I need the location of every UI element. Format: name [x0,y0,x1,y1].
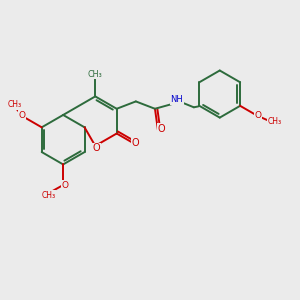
Text: O: O [131,138,139,148]
Text: O: O [61,181,68,190]
Text: O: O [19,111,26,120]
Text: O: O [93,143,100,153]
Text: CH₃: CH₃ [41,191,56,200]
Text: O: O [255,111,262,120]
Text: CH₃: CH₃ [267,117,281,126]
Text: CH₃: CH₃ [88,70,103,79]
Text: CH₃: CH₃ [8,100,22,109]
Text: O: O [158,124,165,134]
Text: NH: NH [170,95,183,104]
